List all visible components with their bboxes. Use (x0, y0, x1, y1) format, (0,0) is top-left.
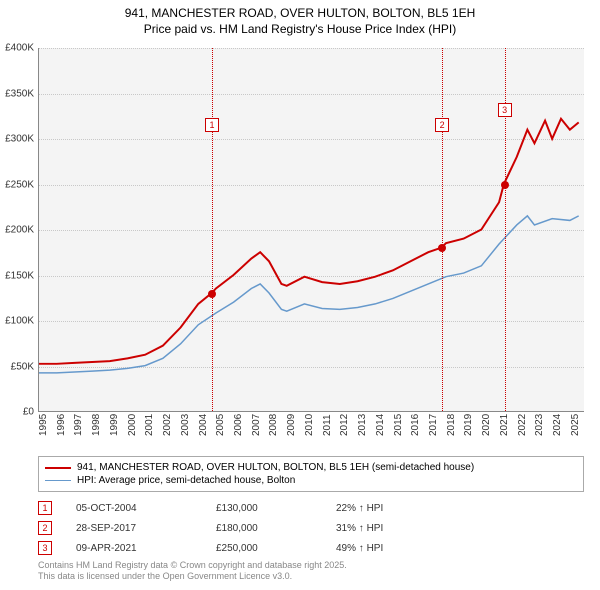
marker-vline-2 (442, 48, 443, 411)
marker-table-price: £250,000 (216, 543, 336, 554)
marker-table-row: 2 28-SEP-2017£180,00031% ↑ HPI (38, 518, 584, 538)
legend-swatch (45, 467, 71, 469)
y-tick-label: £400K (5, 43, 34, 54)
y-tick-label: £350K (5, 88, 34, 99)
x-tick-label: 2010 (304, 414, 315, 436)
x-tick-label: 2025 (570, 414, 581, 436)
series-hpi (39, 216, 579, 373)
x-tick-label: 1998 (91, 414, 102, 436)
marker-table: 1 05-OCT-2004£130,00022% ↑ HPI 2 28-SEP-201… (38, 498, 584, 558)
x-tick-label: 2021 (499, 414, 510, 436)
y-tick-label: £50K (11, 361, 34, 372)
x-tick-label: 1996 (56, 414, 67, 436)
marker-box-2: 2 (435, 118, 449, 132)
marker-table-row: 3 09-APR-2021£250,00049% ↑ HPI (38, 538, 584, 558)
marker-box-1: 1 (205, 118, 219, 132)
marker-table-pct: 31% ↑ HPI (336, 523, 496, 534)
x-tick-label: 2024 (552, 414, 563, 436)
x-tick-label: 2019 (463, 414, 474, 436)
marker-box-3: 3 (498, 103, 512, 117)
x-tick-label: 2016 (410, 414, 421, 436)
x-tick-label: 1995 (38, 414, 49, 436)
marker-point-1 (208, 290, 216, 298)
marker-table-box: 1 (38, 501, 52, 515)
marker-vline-1 (212, 48, 213, 411)
marker-table-date: 28-SEP-2017 (76, 523, 216, 534)
x-tick-label: 2018 (446, 414, 457, 436)
marker-point-3 (501, 181, 509, 189)
legend-item: HPI: Average price, semi-detached house,… (45, 474, 577, 487)
legend: 941, MANCHESTER ROAD, OVER HULTON, BOLTO… (38, 456, 584, 492)
title-line-2: Price paid vs. HM Land Registry's House … (0, 22, 600, 38)
legend-label: HPI: Average price, semi-detached house,… (77, 475, 295, 486)
x-tick-label: 2005 (215, 414, 226, 436)
legend-label: 941, MANCHESTER ROAD, OVER HULTON, BOLTO… (77, 462, 474, 473)
marker-table-price: £130,000 (216, 503, 336, 514)
x-tick-label: 2023 (534, 414, 545, 436)
x-tick-label: 2008 (268, 414, 279, 436)
x-tick-label: 2004 (198, 414, 209, 436)
series-price_paid (39, 119, 579, 364)
marker-table-date: 05-OCT-2004 (76, 503, 216, 514)
chart-title: 941, MANCHESTER ROAD, OVER HULTON, BOLTO… (0, 0, 600, 39)
x-tick-label: 2003 (180, 414, 191, 436)
y-tick-label: £300K (5, 134, 34, 145)
x-tick-label: 2012 (339, 414, 350, 436)
x-tick-label: 2011 (322, 414, 333, 436)
x-tick-label: 2001 (144, 414, 155, 436)
y-tick-label: £100K (5, 316, 34, 327)
x-tick-label: 1997 (73, 414, 84, 436)
y-tick-label: £200K (5, 225, 34, 236)
chart-container: 941, MANCHESTER ROAD, OVER HULTON, BOLTO… (0, 0, 600, 590)
title-line-1: 941, MANCHESTER ROAD, OVER HULTON, BOLTO… (0, 6, 600, 22)
footer-line-2: This data is licensed under the Open Gov… (38, 571, 584, 582)
x-tick-label: 2022 (517, 414, 528, 436)
marker-point-2 (438, 244, 446, 252)
x-tick-label: 2000 (127, 414, 138, 436)
x-tick-label: 2009 (286, 414, 297, 436)
x-tick-label: 2006 (233, 414, 244, 436)
footer-attribution: Contains HM Land Registry data © Crown c… (38, 560, 584, 582)
x-tick-label: 2007 (251, 414, 262, 436)
marker-table-date: 09-APR-2021 (76, 543, 216, 554)
y-axis: £0£50K£100K£150K£200K£250K£300K£350K£400… (0, 48, 36, 412)
marker-table-pct: 49% ↑ HPI (336, 543, 496, 554)
x-tick-label: 2017 (428, 414, 439, 436)
legend-swatch (45, 480, 71, 481)
x-tick-label: 2014 (375, 414, 386, 436)
marker-table-pct: 22% ↑ HPI (336, 503, 496, 514)
x-axis: 1995 1996 1997 1998 1999 2000 2001 2002 2003 2004… (38, 414, 584, 454)
x-tick-label: 2002 (162, 414, 173, 436)
footer-line-1: Contains HM Land Registry data © Crown c… (38, 560, 584, 571)
plot-area: 1 2 3 (38, 48, 584, 412)
y-tick-label: £0 (23, 407, 34, 418)
marker-table-price: £180,000 (216, 523, 336, 534)
x-tick-label: 1999 (109, 414, 120, 436)
y-tick-label: £150K (5, 270, 34, 281)
x-tick-label: 2013 (357, 414, 368, 436)
x-tick-label: 2020 (481, 414, 492, 436)
marker-table-box: 3 (38, 541, 52, 555)
legend-item: 941, MANCHESTER ROAD, OVER HULTON, BOLTO… (45, 461, 577, 474)
y-tick-label: £250K (5, 179, 34, 190)
x-tick-label: 2015 (393, 414, 404, 436)
marker-table-box: 2 (38, 521, 52, 535)
marker-table-row: 1 05-OCT-2004£130,00022% ↑ HPI (38, 498, 584, 518)
